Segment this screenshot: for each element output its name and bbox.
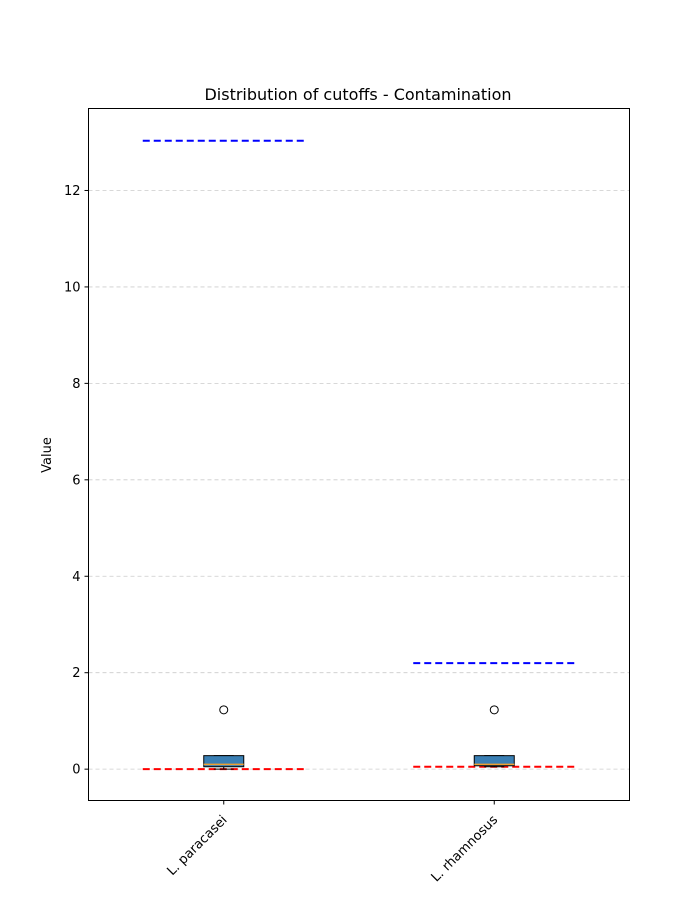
- y-tick-label: 4: [72, 570, 80, 585]
- grid-layer: [88, 190, 630, 770]
- box-iqr: [473, 755, 515, 767]
- y-tick-label: 12: [64, 184, 81, 199]
- axis-ticks: 0 2 4 6 8 10 12 L. paracasei L. rhamnosus: [64, 184, 501, 885]
- y-tick-label: 6: [72, 473, 80, 488]
- x-tick-label: L. rhamnosus: [429, 813, 502, 886]
- y-axis-label: Value: [40, 437, 55, 473]
- y-tick-label: 10: [64, 280, 81, 295]
- box-iqr: [203, 755, 245, 768]
- y-tick-label: 8: [72, 377, 80, 392]
- y-tick-label: 2: [72, 666, 80, 681]
- boxes: [203, 705, 515, 770]
- x-tick-label: L. paracasei: [164, 813, 230, 879]
- outlier-point: [219, 705, 229, 715]
- plot-frame: [88, 108, 630, 801]
- chart-title: Distribution of cutoffs - Contamination: [204, 85, 511, 104]
- outlier-point: [489, 705, 499, 715]
- reference-lines: [142, 139, 576, 771]
- y-tick-label: 0: [72, 763, 80, 778]
